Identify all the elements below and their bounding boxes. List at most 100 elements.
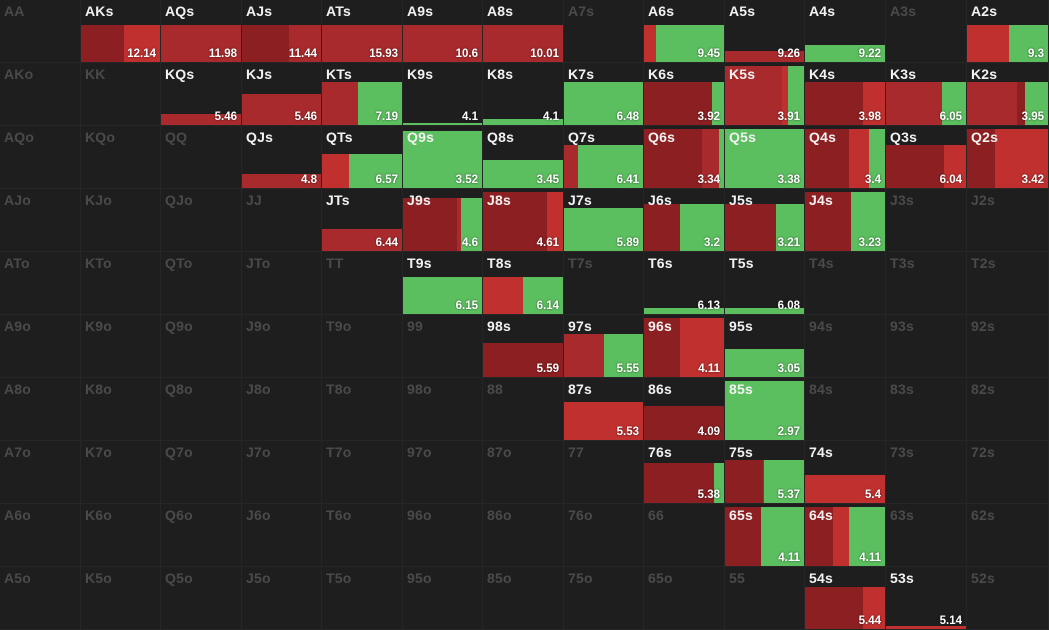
hand-cell-a3s[interactable]: A3s: [886, 0, 967, 63]
hand-cell-k8o[interactable]: K8o: [81, 378, 161, 441]
hand-cell-84s[interactable]: 84s: [805, 378, 886, 441]
hand-cell-t7s[interactable]: T7s: [564, 252, 644, 315]
hand-cell-j7s[interactable]: J7s 5.89: [564, 189, 644, 252]
hand-cell-t5o[interactable]: T5o: [322, 567, 403, 630]
hand-cell-k5s[interactable]: K5s 3.91: [725, 63, 805, 126]
hand-cell-65o[interactable]: 65o: [644, 567, 725, 630]
hand-cell-q6o[interactable]: Q6o: [161, 504, 242, 567]
hand-cell-q2s[interactable]: Q2s 3.42: [967, 126, 1049, 189]
hand-cell-q6s[interactable]: Q6s 3.34: [644, 126, 725, 189]
hand-cell-t6o[interactable]: T6o: [322, 504, 403, 567]
hand-cell-j5s[interactable]: J5s 3.21: [725, 189, 805, 252]
hand-cell-ato[interactable]: ATo: [0, 252, 81, 315]
hand-cell-77[interactable]: 77: [564, 441, 644, 504]
hand-cell-jts[interactable]: JTs 6.44: [322, 189, 403, 252]
hand-cell-82s[interactable]: 82s: [967, 378, 1049, 441]
hand-cell-t8o[interactable]: T8o: [322, 378, 403, 441]
hand-cell-q5o[interactable]: Q5o: [161, 567, 242, 630]
hand-cell-q7s[interactable]: Q7s 6.41: [564, 126, 644, 189]
hand-cell-ats[interactable]: ATs 15.93: [322, 0, 403, 63]
hand-cell-qjs[interactable]: QJs 4.8: [242, 126, 322, 189]
hand-cell-j4s[interactable]: J4s 3.23: [805, 189, 886, 252]
hand-cell-j9o[interactable]: J9o: [242, 315, 322, 378]
hand-cell-99[interactable]: 99: [403, 315, 483, 378]
hand-cell-a4s[interactable]: A4s 9.22: [805, 0, 886, 63]
hand-cell-kqo[interactable]: KQo: [81, 126, 161, 189]
hand-cell-t7o[interactable]: T7o: [322, 441, 403, 504]
hand-cell-j9s[interactable]: J9s 4.6: [403, 189, 483, 252]
hand-cell-tt[interactable]: TT: [322, 252, 403, 315]
hand-cell-97o[interactable]: 97o: [403, 441, 483, 504]
hand-cell-87o[interactable]: 87o: [483, 441, 564, 504]
hand-cell-a7o[interactable]: A7o: [0, 441, 81, 504]
hand-cell-kqs[interactable]: KQs 5.46: [161, 63, 242, 126]
hand-cell-k2s[interactable]: K2s 3.95: [967, 63, 1049, 126]
hand-cell-kk[interactable]: KK: [81, 63, 161, 126]
hand-cell-k7s[interactable]: K7s 6.48: [564, 63, 644, 126]
hand-cell-64s[interactable]: 64s 4.11: [805, 504, 886, 567]
hand-cell-k4s[interactable]: K4s 3.98: [805, 63, 886, 126]
hand-cell-74s[interactable]: 74s 5.4: [805, 441, 886, 504]
hand-cell-a9o[interactable]: A9o: [0, 315, 81, 378]
hand-cell-a5s[interactable]: A5s 9.26: [725, 0, 805, 63]
hand-cell-j2s[interactable]: J2s: [967, 189, 1049, 252]
hand-cell-jto[interactable]: JTo: [242, 252, 322, 315]
hand-cell-t4s[interactable]: T4s: [805, 252, 886, 315]
hand-cell-k7o[interactable]: K7o: [81, 441, 161, 504]
hand-cell-j5o[interactable]: J5o: [242, 567, 322, 630]
hand-cell-q7o[interactable]: Q7o: [161, 441, 242, 504]
hand-cell-85s[interactable]: 85s 2.97: [725, 378, 805, 441]
hand-cell-a2s[interactable]: A2s 9.3: [967, 0, 1049, 63]
hand-cell-98s[interactable]: 98s 5.59: [483, 315, 564, 378]
hand-cell-t6s[interactable]: T6s 6.13: [644, 252, 725, 315]
hand-cell-t9s[interactable]: T9s 6.15: [403, 252, 483, 315]
hand-cell-j7o[interactable]: J7o: [242, 441, 322, 504]
hand-cell-95o[interactable]: 95o: [403, 567, 483, 630]
hand-cell-75s[interactable]: 75s 5.37: [725, 441, 805, 504]
hand-cell-kts[interactable]: KTs 7.19: [322, 63, 403, 126]
hand-cell-q4s[interactable]: Q4s 3.4: [805, 126, 886, 189]
hand-cell-97s[interactable]: 97s 5.55: [564, 315, 644, 378]
hand-cell-93s[interactable]: 93s: [886, 315, 967, 378]
hand-cell-q8s[interactable]: Q8s 3.45: [483, 126, 564, 189]
hand-cell-j6o[interactable]: J6o: [242, 504, 322, 567]
hand-cell-q3s[interactable]: Q3s 6.04: [886, 126, 967, 189]
hand-cell-q5s[interactable]: Q5s 3.38: [725, 126, 805, 189]
hand-cell-94s[interactable]: 94s: [805, 315, 886, 378]
hand-cell-54s[interactable]: 54s 5.44: [805, 567, 886, 630]
hand-cell-t5s[interactable]: T5s 6.08: [725, 252, 805, 315]
hand-cell-q9s[interactable]: Q9s 3.52: [403, 126, 483, 189]
hand-cell-k8s[interactable]: K8s 4.1: [483, 63, 564, 126]
hand-cell-65s[interactable]: 65s 4.11: [725, 504, 805, 567]
hand-cell-kjs[interactable]: KJs 5.46: [242, 63, 322, 126]
hand-cell-72s[interactable]: 72s: [967, 441, 1049, 504]
hand-cell-j8s[interactable]: J8s 4.61: [483, 189, 564, 252]
hand-cell-t3s[interactable]: T3s: [886, 252, 967, 315]
hand-cell-ajo[interactable]: AJo: [0, 189, 81, 252]
hand-cell-73s[interactable]: 73s: [886, 441, 967, 504]
hand-cell-k3s[interactable]: K3s 6.05: [886, 63, 967, 126]
hand-cell-aqs[interactable]: AQs 11.98: [161, 0, 242, 63]
hand-cell-t9o[interactable]: T9o: [322, 315, 403, 378]
hand-cell-j3s[interactable]: J3s: [886, 189, 967, 252]
hand-cell-a6s[interactable]: A6s 9.45: [644, 0, 725, 63]
hand-cell-53s[interactable]: 53s 5.14: [886, 567, 967, 630]
hand-cell-a6o[interactable]: A6o: [0, 504, 81, 567]
hand-cell-k5o[interactable]: K5o: [81, 567, 161, 630]
hand-cell-j6s[interactable]: J6s 3.2: [644, 189, 725, 252]
hand-cell-t2s[interactable]: T2s: [967, 252, 1049, 315]
hand-cell-a8s[interactable]: A8s 10.01: [483, 0, 564, 63]
hand-cell-92s[interactable]: 92s: [967, 315, 1049, 378]
hand-cell-75o[interactable]: 75o: [564, 567, 644, 630]
hand-cell-88[interactable]: 88: [483, 378, 564, 441]
hand-cell-k9s[interactable]: K9s 4.1: [403, 63, 483, 126]
hand-cell-96s[interactable]: 96s 4.11: [644, 315, 725, 378]
hand-cell-aa[interactable]: AA: [0, 0, 81, 63]
hand-cell-k6o[interactable]: K6o: [81, 504, 161, 567]
hand-cell-k9o[interactable]: K9o: [81, 315, 161, 378]
hand-cell-ako[interactable]: AKo: [0, 63, 81, 126]
hand-cell-86s[interactable]: 86s 4.09: [644, 378, 725, 441]
hand-cell-a8o[interactable]: A8o: [0, 378, 81, 441]
hand-cell-t8s[interactable]: T8s 6.14: [483, 252, 564, 315]
hand-cell-aqo[interactable]: AQo: [0, 126, 81, 189]
